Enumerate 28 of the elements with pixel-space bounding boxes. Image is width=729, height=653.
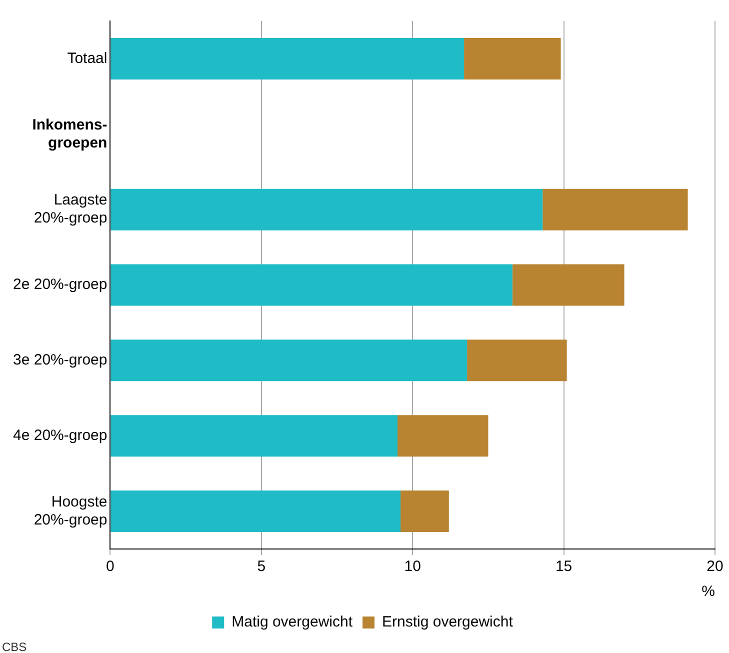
bar <box>110 38 464 80</box>
text: CBS <box>2 640 27 653</box>
x-axis-title: % <box>702 583 715 600</box>
bar <box>512 264 624 306</box>
y-tick-label: Laagste 20%-groep <box>34 192 108 227</box>
bar <box>542 188 688 230</box>
bar <box>110 340 468 382</box>
y-tick-label: Hoogste 20%-groep <box>34 493 108 528</box>
bar <box>110 415 398 457</box>
bar <box>110 490 401 532</box>
x-tick-label: 20 <box>706 558 724 576</box>
x-tick-label: 10 <box>404 558 421 576</box>
legend-label: Ernstig overgewicht <box>382 614 514 631</box>
bar <box>110 264 512 306</box>
bar <box>464 38 561 80</box>
legend-label: Matig overgewicht <box>232 614 354 631</box>
x-tick-label: 15 <box>555 558 572 576</box>
y-tick-label: 2e 20%-groep <box>13 276 108 294</box>
bar <box>467 340 567 382</box>
x-tick-label: 5 <box>257 558 266 576</box>
y-tick-label: Inkomens- groepen <box>32 116 108 152</box>
y-tick-label: Totaal <box>67 50 108 67</box>
y-tick-label: 4e 20%-groep <box>13 427 108 444</box>
bar <box>400 490 449 532</box>
bar <box>110 188 543 230</box>
bar <box>398 415 488 457</box>
x-tick-label: 0 <box>106 558 114 576</box>
y-tick-label: 3e 20%-groep <box>13 352 108 369</box>
